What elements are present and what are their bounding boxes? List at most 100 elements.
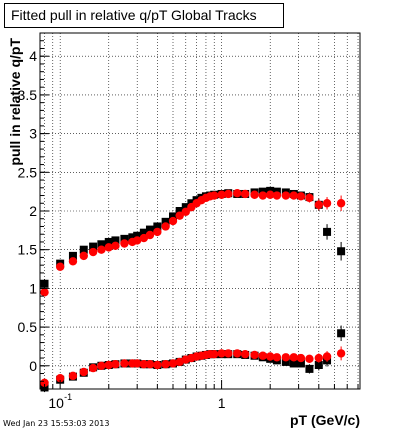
- data-point: [233, 189, 242, 198]
- data-point: [97, 240, 106, 249]
- data-point: [323, 227, 332, 236]
- x-tick-label: 10: [48, 395, 64, 411]
- data-point: [258, 351, 268, 360]
- data-point: [258, 191, 268, 200]
- axis-layer: 0 0.5 1 1.5 2 2.5 3 3.5 4 10 -1 1: [18, 40, 359, 411]
- data-point: [296, 353, 306, 363]
- data-point: [217, 349, 226, 358]
- data-point: [314, 361, 323, 370]
- data-point: [217, 190, 226, 199]
- data-point: [314, 200, 323, 210]
- data-point: [132, 236, 142, 245]
- data-point: [161, 217, 170, 226]
- data-point: [336, 349, 346, 358]
- data-point: [272, 191, 282, 200]
- data-point: [281, 353, 291, 362]
- chart-title: Fitted pull in relative q/pT Global Trac…: [4, 3, 284, 28]
- data-point: [40, 279, 49, 288]
- data-point: [233, 349, 242, 358]
- data-point: [133, 231, 142, 240]
- data-point: [250, 350, 259, 360]
- data-point: [210, 349, 219, 359]
- y-tick-label: 2.5: [18, 164, 38, 180]
- data-point: [322, 199, 332, 208]
- grid-lines: [40, 33, 360, 389]
- data-point: [265, 190, 275, 199]
- data-point: [153, 360, 162, 370]
- y-tick-label: 0.5: [18, 319, 38, 335]
- data-point: [89, 242, 98, 251]
- data-point: [161, 222, 170, 231]
- data-point: [314, 353, 323, 363]
- data-point: [305, 364, 314, 373]
- data-point: [97, 361, 106, 370]
- data-point: [224, 189, 233, 199]
- data-point: [132, 359, 142, 368]
- data-point: [224, 349, 233, 358]
- data-point: [79, 245, 88, 254]
- data-point: [40, 378, 49, 388]
- data-point: [289, 353, 298, 362]
- data-point: [337, 247, 346, 256]
- data-point: [336, 199, 346, 208]
- data-point: [104, 360, 113, 370]
- data-point: [68, 251, 77, 260]
- data-point: [111, 360, 120, 369]
- data-point: [145, 230, 155, 240]
- data-point: [322, 352, 332, 361]
- data-point: [97, 245, 106, 254]
- timestamp-footer: Wed Jan 23 15:53:03 2013: [3, 419, 110, 428]
- data-point: [289, 191, 298, 200]
- data-point: [281, 357, 290, 366]
- data-point: [88, 247, 98, 257]
- y-axis-label: pull in relative q/pT: [7, 38, 23, 166]
- data-point: [79, 367, 88, 377]
- data-point: [281, 191, 291, 200]
- data-point: [153, 227, 162, 237]
- y-tick-label: 1: [29, 280, 37, 296]
- series-1: [40, 189, 346, 297]
- data-point: [250, 190, 259, 199]
- data-point: [240, 189, 250, 199]
- data-point: [88, 363, 98, 373]
- data-point: [265, 352, 275, 361]
- data-point: [111, 241, 120, 251]
- data-point: [337, 329, 346, 338]
- data-point: [55, 373, 65, 383]
- data-point: [104, 237, 113, 246]
- data-point: [169, 212, 178, 221]
- data-point: [181, 207, 190, 216]
- data-point: [272, 353, 282, 362]
- data-point: [289, 359, 298, 368]
- y-tick-label: 4: [29, 48, 37, 64]
- data-layer: [40, 186, 346, 393]
- data-point: [210, 191, 219, 200]
- x-tick-label: 1: [218, 395, 226, 411]
- y-tick-label: 3: [29, 126, 37, 142]
- data-point: [128, 233, 137, 242]
- data-point: [145, 360, 155, 369]
- series-3: [40, 346, 346, 388]
- data-point: [120, 234, 129, 243]
- data-point: [296, 359, 305, 368]
- data-point: [111, 236, 120, 245]
- data-point: [175, 207, 184, 215]
- data-point: [175, 211, 184, 220]
- y-tick-label: 1.5: [18, 242, 38, 258]
- y-tick-label: 2: [29, 203, 37, 219]
- data-point: [240, 349, 250, 359]
- data-point: [139, 228, 148, 237]
- data-point: [161, 360, 170, 369]
- y-tick-label: 0: [29, 358, 37, 374]
- data-point: [68, 257, 78, 266]
- data-point: [305, 354, 314, 364]
- x-tick-label-exponent: -1: [64, 392, 72, 402]
- data-point: [68, 371, 78, 381]
- data-point: [139, 360, 149, 369]
- data-point: [79, 251, 88, 261]
- x-axis-label: pT (GeV/c): [290, 412, 360, 428]
- y-tick-label: 3.5: [18, 87, 38, 103]
- data-point: [145, 225, 154, 234]
- data-point: [55, 262, 65, 271]
